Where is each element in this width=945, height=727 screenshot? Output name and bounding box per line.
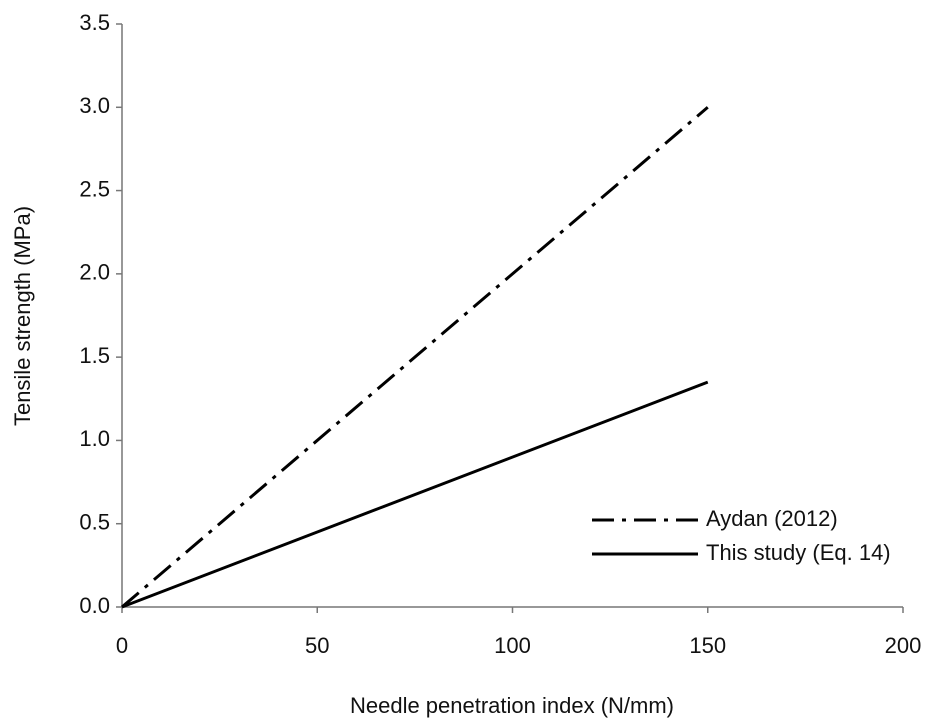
x-tick-label: 200 xyxy=(885,633,922,658)
y-tick-label: 3.5 xyxy=(79,10,110,35)
series-line xyxy=(121,106,709,609)
x-axis-label: Needle penetration index (N/mm) xyxy=(350,693,674,718)
y-tick-label: 3.0 xyxy=(79,93,110,118)
y-axis-label: Tensile strength (MPa) xyxy=(10,206,35,426)
y-tick-label: 2.0 xyxy=(79,260,110,285)
x-tick-label: 50 xyxy=(305,633,329,658)
y-tick-label: 1.0 xyxy=(79,426,110,451)
x-tick-label: 150 xyxy=(689,633,726,658)
y-tick-label: 2.5 xyxy=(79,176,110,201)
x-tick-label: 0 xyxy=(116,633,128,658)
series-line xyxy=(121,380,709,609)
legend-label: Aydan (2012) xyxy=(706,506,838,531)
legend-label: This study (Eq. 14) xyxy=(706,540,891,565)
x-tick-label: 100 xyxy=(494,633,531,658)
y-tick-label: 0.0 xyxy=(79,593,110,618)
y-tick-label: 0.5 xyxy=(79,510,110,535)
y-tick-label: 1.5 xyxy=(79,343,110,368)
